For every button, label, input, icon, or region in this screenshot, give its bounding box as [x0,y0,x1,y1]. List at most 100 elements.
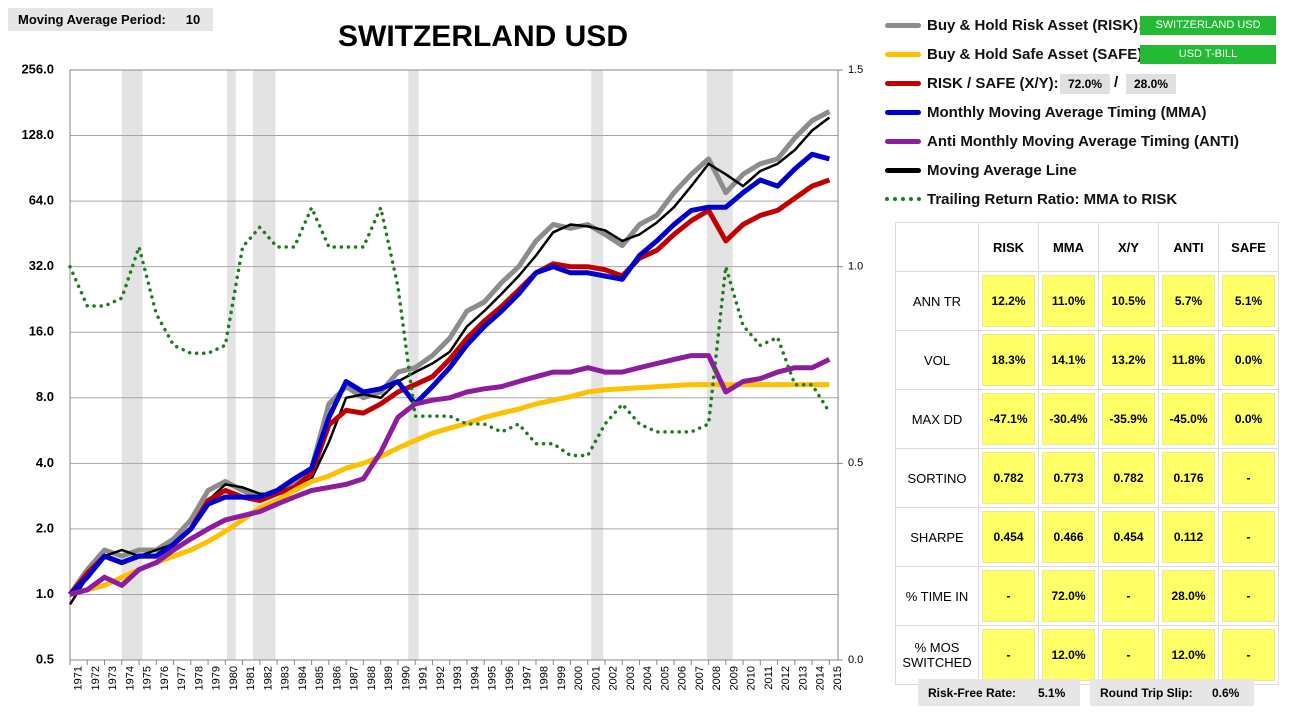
cell-value: 0.782 [1102,452,1155,504]
y-tick-label: 128.0 [21,127,54,142]
table-cell: - [1218,448,1279,508]
table-cell: 12.2% [978,271,1039,331]
safe-asset-box: USD T-BILL [1140,45,1276,64]
series-line [68,151,831,597]
series-line [69,382,830,597]
table-cell: - [1098,625,1159,685]
x-tick-label: 1983 [280,666,292,690]
cell-value: - [1222,629,1275,681]
ma-period-label: Moving Average Period: [18,12,166,27]
cell-value: 0.782 [982,452,1035,504]
legend-label: Buy & Hold Safe Asset (SAFE): [927,45,1148,63]
table-cell: - [978,625,1039,685]
ma-period-box: Moving Average Period: 10 [8,8,213,31]
table-cell: 0.454 [1098,507,1159,567]
x-tick-label: 1987 [349,666,361,690]
legend-label: Moving Average Line [927,161,1077,179]
table-cell: 0.466 [1038,507,1099,567]
y-tick-label: 32.0 [29,258,54,273]
legend-item: RISK / SAFE (X/Y): [885,71,1059,95]
y-tick-label: 64.0 [29,193,54,208]
x-tick-label: 1973 [107,666,119,690]
cell-value: -47.1% [982,393,1035,445]
risk-free-value: 5.1% [1038,685,1066,700]
cell-value: -30.4% [1042,393,1095,445]
x-tick-label: 2006 [677,666,689,690]
legend-label: Buy & Hold Risk Asset (RISK): [927,16,1144,34]
x-tick-label: 1977 [176,666,188,690]
x-tick-label: 2001 [590,666,602,690]
table-cell: 0.773 [1038,448,1099,508]
table-cell: -35.9% [1098,389,1159,449]
table-cell: 0.782 [978,448,1039,508]
x-tick-label: 1993 [452,666,464,690]
cell-value: - [1102,570,1155,622]
corner-cell [895,222,979,272]
cell-value: 0.773 [1042,452,1095,504]
cell-value: - [1102,629,1155,681]
row-label: % TIME IN [895,566,979,626]
shaded-period [408,70,419,660]
legend-swatch [885,109,921,115]
x-tick-label: 1979 [211,666,223,690]
x-tick-label: 1982 [262,666,274,690]
x-tick-label: 2000 [573,666,585,690]
row-label: % MOS SWITCHED [895,625,979,685]
slip-box: Round Trip Slip: 0.6% [1090,679,1254,706]
table-cell: 12.0% [1158,625,1219,685]
cell-value: 12.0% [1162,629,1215,681]
x-tick-label: 2002 [608,666,620,690]
cell-value: - [1222,452,1275,504]
stats-table: RISK MMA X/Y ANTI SAFE ANN TR 12.2% 11.0% 10.5% 5… [895,222,1279,685]
x-tick-label: 1975 [142,666,154,690]
table-row: SHARPE 0.454 0.466 0.454 0.112- [895,507,1279,567]
table-row: MAX DD -47.1% -30.4% -35.9% -45.0% 0.0% [895,389,1279,449]
column-header: SAFE [1218,222,1279,272]
legend-item: Anti Monthly Moving Average Timing (ANTI… [885,129,1239,153]
table-cell: 13.2% [1098,330,1159,390]
x-tick-label: 1974 [124,666,136,690]
legend-label: Monthly Moving Average Timing (MMA) [927,103,1207,121]
x-tick-label: 1972 [90,666,102,690]
column-header: ANTI [1158,222,1219,272]
legend-swatch [885,138,921,144]
legend-swatch [885,167,921,173]
legend-item: Monthly Moving Average Timing (MMA) [885,100,1206,124]
y-tick-label: 16.0 [29,324,54,339]
table-cell: 5.7% [1158,271,1219,331]
y-tick-label: 0.5 [36,651,54,666]
shaded-period [591,70,604,660]
table-cell: 0.0% [1218,389,1279,449]
cell-value: 13.2% [1102,334,1155,386]
x-tick-label: 1978 [193,666,205,690]
shaded-period [121,70,143,660]
y2-tick-label: 1.0 [848,261,863,273]
cell-value: 0.454 [982,511,1035,563]
table-cell: -47.1% [978,389,1039,449]
cell-value: 11.0% [1042,275,1095,327]
x-tick-label: 1999 [556,666,568,690]
cell-value: 0.454 [1102,511,1155,563]
table-row: VOL 18.3% 14.1% 13.2% 11.8% 0.0% [895,330,1279,390]
x-tick-label: 1998 [539,666,551,690]
cell-value: 18.3% [982,334,1035,386]
cell-value: - [1222,570,1275,622]
cell-value: 14.1% [1042,334,1095,386]
x-tick-label: 2009 [728,666,740,690]
legend-swatch [885,80,921,86]
x-tick-label: 2008 [711,666,723,690]
risk-free-label: Risk-Free Rate: [928,685,1017,700]
row-label: VOL [895,330,979,390]
column-header: MMA [1038,222,1099,272]
row-label: SHARPE [895,507,979,567]
legend-label: Trailing Return Ratio: MMA to RISK [927,190,1178,208]
table-cell: 14.1% [1038,330,1099,390]
column-header: RISK [978,222,1039,272]
x-tick-label: 1986 [331,666,343,690]
cell-value: 0.466 [1042,511,1095,563]
x-tick-label: 1989 [383,666,395,690]
y2-tick-label: 0.5 [848,457,863,469]
cell-value: 0.112 [1162,511,1215,563]
table-cell: - [1218,507,1279,567]
x-tick-label: 2003 [625,666,637,690]
